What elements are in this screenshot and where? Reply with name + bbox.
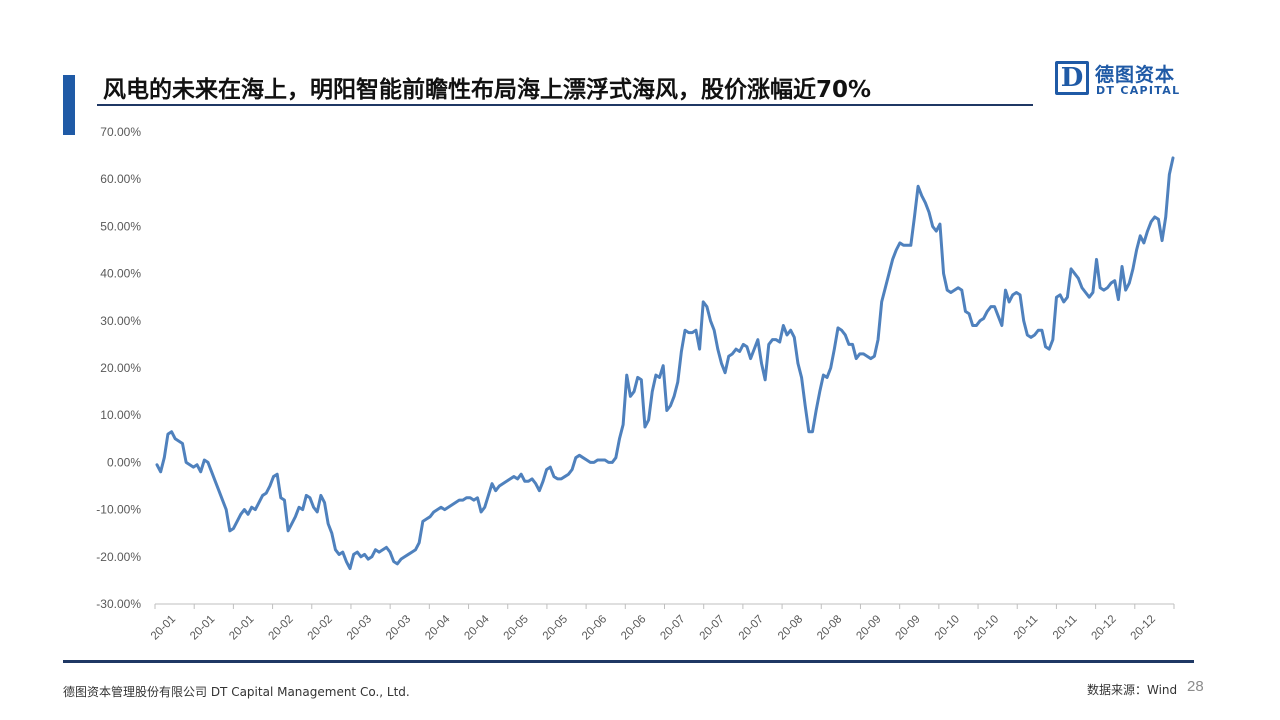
x-axis: 20-01 20-01 20-01 20-02 20-02 20-03 20-03 20-04…: [149, 603, 1175, 643]
x-tick-label: 20-06: [580, 613, 609, 642]
y-tick-label: -30.00%: [96, 597, 141, 611]
x-tick-label: 20-06: [619, 613, 648, 642]
x-tick-label: 20-03: [384, 613, 413, 642]
x-tick-label: 20-08: [776, 613, 805, 642]
footer-company: 德图资本管理股份有限公司 DT Capital Management Co., …: [63, 685, 410, 699]
x-tick-label: 20-01: [149, 613, 178, 642]
title-underline: [97, 104, 1033, 106]
x-tick-label: 20-01: [227, 613, 256, 642]
page-number: 28: [1187, 678, 1204, 695]
x-tick-label: 20-02: [266, 613, 295, 642]
x-tick-label: 20-04: [423, 613, 453, 643]
y-tick-label: 20.00%: [100, 361, 141, 375]
x-tick-label: 20-07: [658, 613, 687, 642]
x-tick-label: 20-05: [502, 613, 531, 642]
y-tick-label: 40.00%: [100, 267, 141, 281]
x-tick-label: 20-01: [188, 613, 217, 642]
x-tick-label: 20-04: [462, 613, 492, 643]
series-layer: [155, 156, 1175, 571]
logo-chinese-name: 德图资本: [1095, 64, 1176, 86]
title-accent-bar: [63, 75, 75, 135]
x-tick-label: 20-02: [306, 613, 335, 642]
page-title: 风电的未来在海上，明阳智能前瞻性布局海上漂浮式海风，股价涨幅近70%: [103, 77, 872, 103]
y-tick-label: -20.00%: [96, 550, 141, 564]
y-tick-label: 0.00%: [107, 455, 141, 469]
y-tick-label: 50.00%: [100, 219, 141, 233]
x-tick-label: 20-07: [737, 613, 766, 642]
y-axis: 70.00% 60.00% 50.00% 40.00% 30.00% 20.00% 10.0…: [96, 125, 141, 611]
x-tick-label: 20-11: [1012, 613, 1041, 642]
dt-logo-icon: D: [1055, 61, 1089, 95]
x-tick-label: 20-12: [1129, 613, 1158, 642]
y-tick-label: 10.00%: [100, 408, 141, 422]
x-tick-label: 20-07: [698, 613, 727, 642]
x-tick-label: 20-09: [894, 613, 923, 642]
series-line: [155, 156, 1175, 571]
x-tick-label: 20-11: [1051, 613, 1080, 642]
x-tick-label: 20-05: [541, 613, 570, 642]
stock-return-line-chart: 70.00% 60.00% 50.00% 40.00% 30.00% 20.00% 10.0…: [96, 125, 1175, 643]
x-tick-label: 20-12: [1090, 613, 1119, 642]
footer-source: 数据来源：Wind: [1087, 683, 1178, 697]
y-tick-label: 30.00%: [100, 314, 141, 328]
footer-divider: [63, 660, 1194, 663]
x-tick-label: 20-10: [972, 613, 1001, 642]
y-tick-label: 70.00%: [100, 125, 141, 139]
y-tick-label: -10.00%: [96, 503, 141, 517]
x-tick-label: 20-03: [345, 613, 374, 642]
logo-english-name: DT CAPITAL: [1096, 84, 1181, 97]
logo-letter: D: [1060, 63, 1084, 93]
x-tick-label: 20-08: [815, 613, 844, 642]
y-tick-label: 60.00%: [100, 172, 141, 186]
x-tick-label: 20-10: [933, 613, 962, 642]
x-tick-label: 20-09: [854, 613, 883, 642]
